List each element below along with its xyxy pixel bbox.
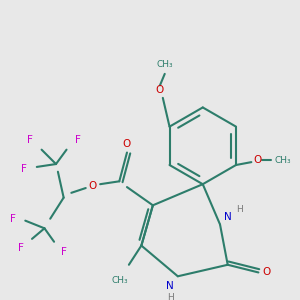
Text: O: O [262, 268, 270, 278]
Text: F: F [61, 247, 67, 257]
Text: F: F [18, 244, 23, 254]
Text: O: O [88, 181, 97, 191]
Text: F: F [27, 135, 33, 145]
Text: H: H [167, 293, 173, 300]
Text: O: O [253, 155, 261, 165]
Text: O: O [123, 139, 131, 149]
Text: CH₃: CH₃ [112, 276, 129, 285]
Text: CH₃: CH₃ [275, 156, 291, 165]
Text: CH₃: CH₃ [156, 60, 173, 69]
Text: F: F [21, 164, 27, 174]
Text: N: N [224, 212, 232, 222]
Text: F: F [75, 135, 81, 145]
Text: O: O [156, 85, 164, 95]
Text: H: H [236, 205, 243, 214]
Text: N: N [166, 281, 174, 291]
Text: F: F [10, 214, 16, 224]
